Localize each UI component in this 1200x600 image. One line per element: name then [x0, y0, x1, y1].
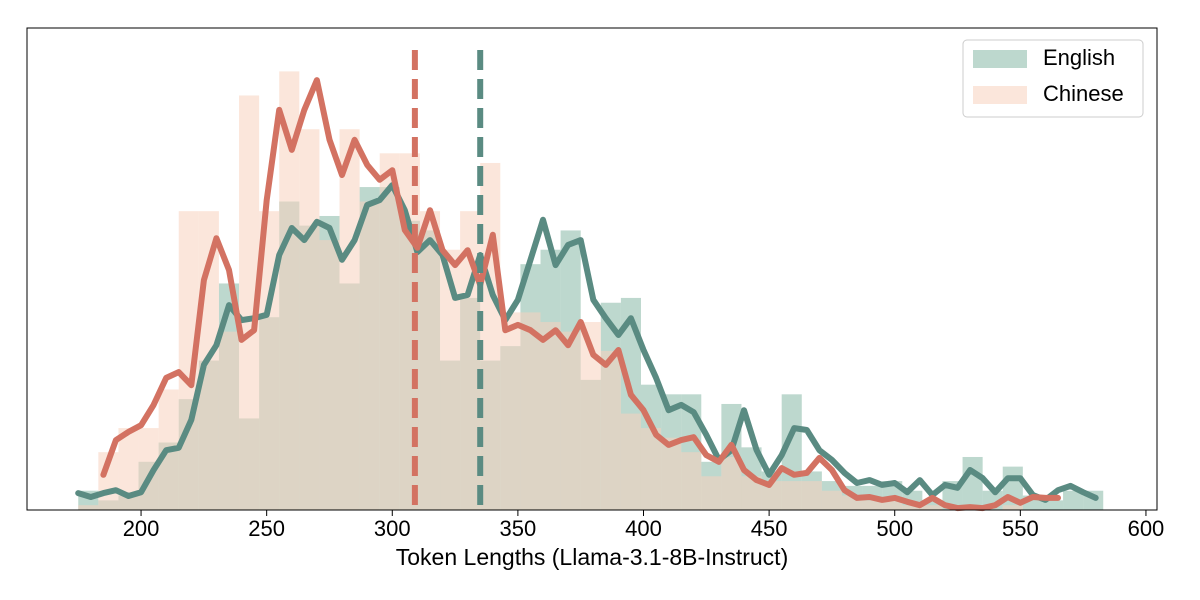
legend-swatch: [973, 50, 1027, 68]
legend-label: English: [1043, 45, 1115, 70]
histogram-bar: [902, 505, 923, 510]
x-tick-label: 400: [625, 516, 662, 541]
x-tick-label: 600: [1128, 516, 1165, 541]
histogram-bar: [118, 428, 139, 510]
histogram-bar: [821, 490, 842, 510]
x-tick-label: 500: [876, 516, 913, 541]
histogram-bar: [661, 437, 682, 510]
density-line: [100, 77, 1061, 512]
histogram-bar: [741, 476, 762, 510]
x-tick-label: 300: [374, 516, 411, 541]
histogram-bar: [480, 162, 501, 510]
histogram-bar: [540, 322, 561, 510]
histogram-bar: [279, 71, 300, 510]
histogram-bar: [460, 211, 481, 510]
legend-label: Chinese: [1043, 81, 1124, 106]
x-tick-label: 550: [1002, 516, 1039, 541]
histogram-bar: [1042, 500, 1064, 510]
histogram-bar: [1002, 505, 1023, 510]
histogram-bar: [218, 331, 240, 510]
histogram-bar: [882, 500, 903, 510]
plot-frame: [26, 27, 1158, 511]
x-tick-label: 250: [248, 516, 285, 541]
histogram-bar: [801, 481, 822, 510]
histogram-bar: [560, 331, 581, 510]
histogram-bar: [500, 312, 521, 510]
histogram-bar: [580, 322, 601, 510]
histogram-bar: [299, 129, 320, 510]
histogram-bar: [1063, 490, 1084, 510]
histogram-bar: [620, 413, 641, 510]
histogram-bar: [520, 312, 541, 510]
histogram-bar: [339, 129, 360, 510]
histogram-bar: [440, 249, 461, 510]
histogram-bar: [761, 481, 782, 510]
x-tick-label: 350: [500, 516, 537, 541]
density-line: [75, 182, 1099, 503]
histogram-bar: [239, 95, 260, 510]
histogram-bar: [862, 500, 883, 510]
histogram-bar: [681, 452, 702, 510]
histogram-bar: [319, 240, 340, 510]
histogram-bar: [640, 428, 662, 510]
legend-swatch: [973, 86, 1027, 104]
x-axis-label: Token Lengths (Llama-3.1-8B-Instruct): [396, 544, 788, 570]
histogram-bar: [379, 153, 400, 510]
histogram-bar: [419, 211, 441, 510]
histogram-bar: [600, 350, 621, 510]
histogram-bar: [781, 481, 802, 510]
histogram-bar: [962, 456, 983, 510]
histogram-bar: [721, 456, 742, 510]
x-tick-label: 450: [751, 516, 788, 541]
histogram-bar: [922, 505, 943, 510]
histogram-bar: [701, 476, 722, 510]
histogram-bar: [78, 505, 99, 510]
histogram-bar: [359, 201, 380, 510]
x-tick-label: 200: [123, 516, 160, 541]
